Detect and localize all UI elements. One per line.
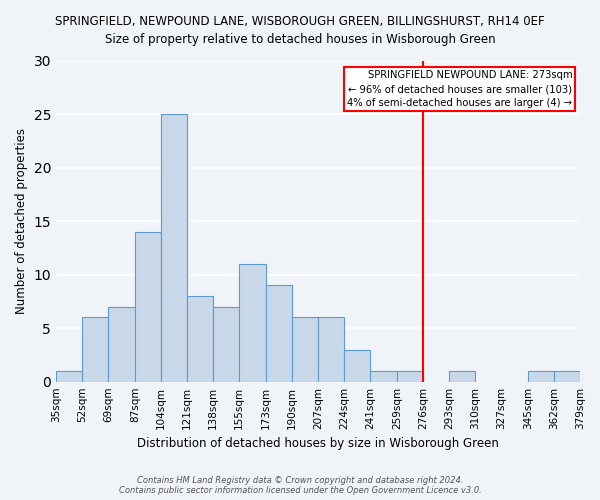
Bar bbox=[554, 371, 580, 382]
Bar bbox=[187, 296, 213, 382]
Bar bbox=[449, 371, 475, 382]
Bar bbox=[370, 371, 397, 382]
Bar bbox=[213, 306, 239, 382]
Bar bbox=[239, 264, 266, 382]
Y-axis label: Number of detached properties: Number of detached properties bbox=[15, 128, 28, 314]
Bar bbox=[266, 286, 292, 382]
Text: SPRINGFIELD, NEWPOUND LANE, WISBOROUGH GREEN, BILLINGSHURST, RH14 0EF: SPRINGFIELD, NEWPOUND LANE, WISBOROUGH G… bbox=[55, 15, 545, 28]
Bar bbox=[344, 350, 370, 382]
X-axis label: Distribution of detached houses by size in Wisborough Green: Distribution of detached houses by size … bbox=[137, 437, 499, 450]
Bar bbox=[528, 371, 554, 382]
Bar bbox=[135, 232, 161, 382]
Bar bbox=[108, 306, 135, 382]
Bar bbox=[292, 318, 318, 382]
Bar bbox=[397, 371, 423, 382]
Bar bbox=[318, 318, 344, 382]
Bar bbox=[82, 318, 108, 382]
Text: Size of property relative to detached houses in Wisborough Green: Size of property relative to detached ho… bbox=[104, 32, 496, 46]
Bar bbox=[161, 114, 187, 382]
Text: Contains HM Land Registry data © Crown copyright and database right 2024.
Contai: Contains HM Land Registry data © Crown c… bbox=[119, 476, 481, 495]
Bar bbox=[56, 371, 82, 382]
Text: SPRINGFIELD NEWPOUND LANE: 273sqm
← 96% of detached houses are smaller (103)
4% : SPRINGFIELD NEWPOUND LANE: 273sqm ← 96% … bbox=[347, 70, 572, 108]
